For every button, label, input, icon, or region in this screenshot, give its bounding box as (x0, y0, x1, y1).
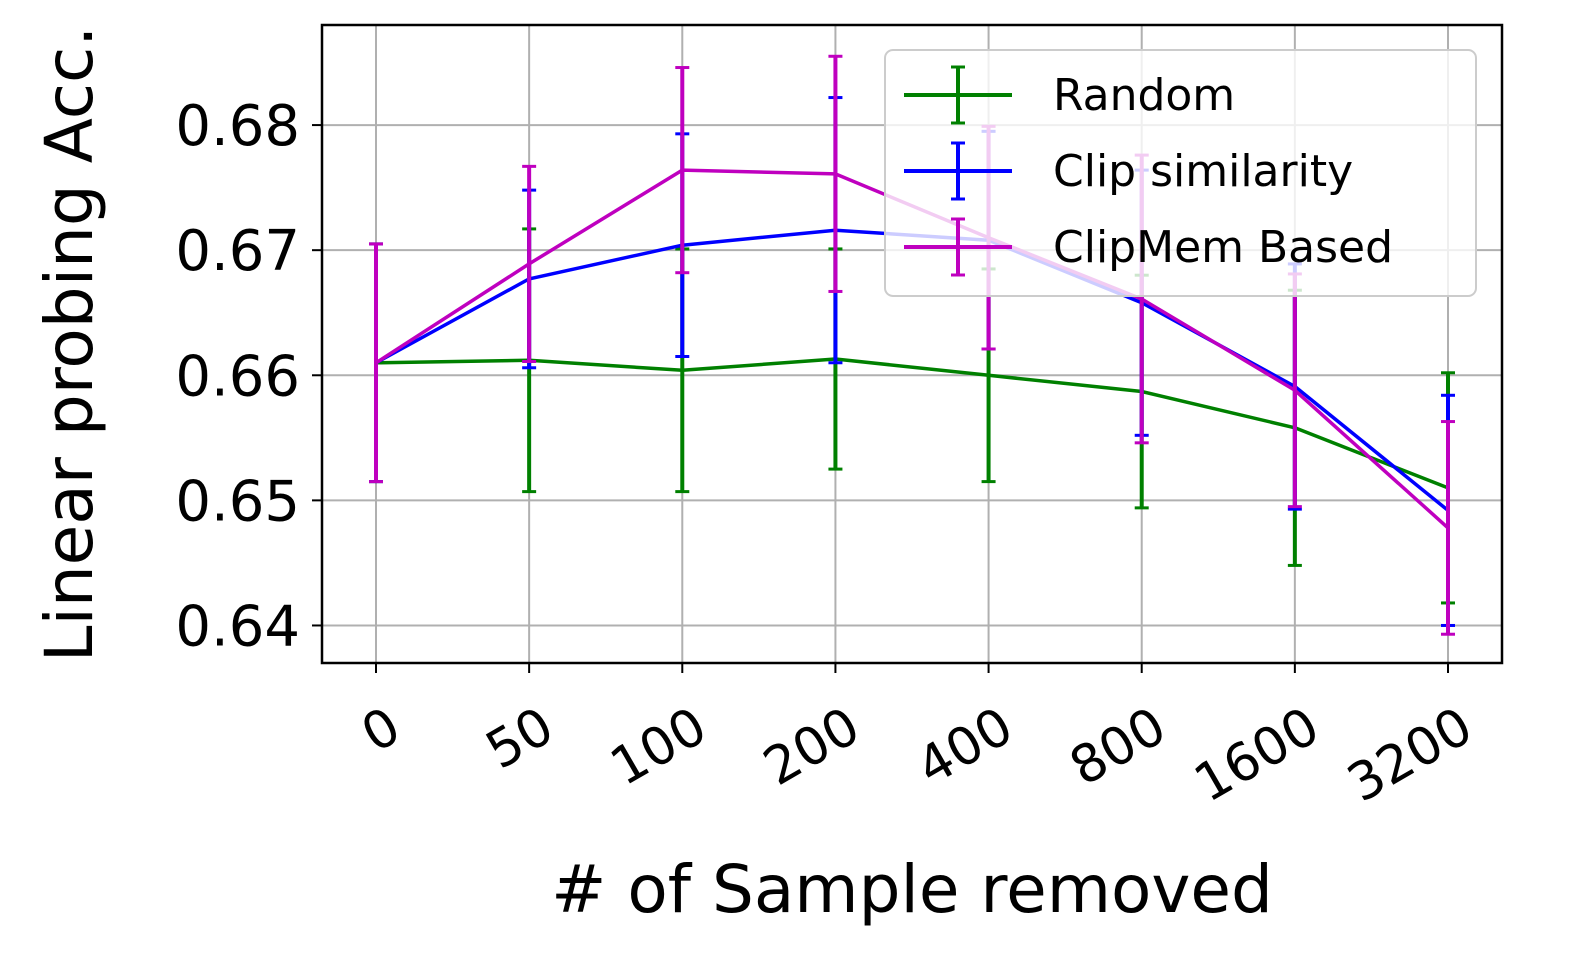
y-tick-label: 0.66 (175, 344, 300, 409)
y-tick-label: 0.65 (175, 469, 300, 534)
x-tick-label: 400 (907, 696, 1023, 798)
y-tick-label: 0.67 (175, 219, 300, 284)
series-line (375, 357, 1449, 490)
legend-label: Random (1053, 70, 1235, 121)
y-tick-label: 0.64 (175, 594, 300, 659)
legend-label: Clip similarity (1053, 146, 1353, 197)
plot-frame (320, 23, 1504, 665)
x-tick-label: 100 (601, 696, 717, 798)
legend-label: ClipMem Based (1053, 222, 1393, 273)
x-tick-label: 200 (754, 696, 870, 798)
y-tick-label: 0.68 (175, 94, 300, 159)
x-axis-ticks: 0 50 100 200 400 800 1600 3200 (352, 663, 1483, 814)
legend-item: Random (904, 65, 1235, 125)
legend-item: Clip similarity (904, 141, 1353, 201)
x-tick-label: 0 (352, 696, 411, 765)
y-axis-ticks: 0.64 0.65 0.66 0.67 0.68 (175, 94, 322, 659)
x-axis-label: # of Sample removed (551, 851, 1273, 928)
x-tick-label: 50 (476, 696, 563, 781)
y-axis-label: Linear probing Acc. (31, 26, 108, 663)
legend-item: ClipMem Based (904, 217, 1393, 277)
x-tick-label: 800 (1060, 696, 1176, 798)
legend-box (884, 49, 1477, 297)
x-tick-label: 3200 (1338, 696, 1483, 814)
legend: Random Clip similarity ClipMem Based (884, 49, 1477, 297)
x-tick-label: 1600 (1185, 696, 1330, 814)
